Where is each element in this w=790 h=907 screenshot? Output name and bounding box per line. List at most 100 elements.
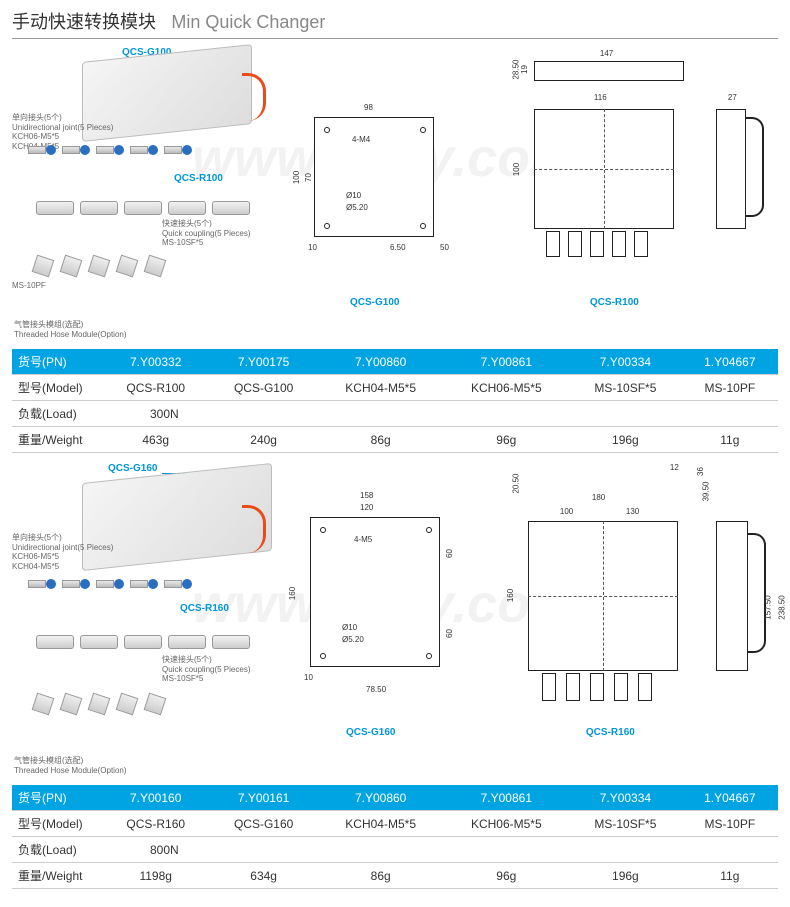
nut-icon — [144, 693, 167, 716]
spec-table-100: 货号(PN)7.Y003327.Y001757.Y008607.Y008617.… — [12, 349, 778, 453]
row-label: 重量/Weight — [12, 427, 102, 453]
col-pn: 1.Y04667 — [682, 785, 778, 811]
cell: MS-10SF*5 — [569, 811, 681, 837]
coupling-icon — [168, 635, 206, 649]
photo-block-1: QCS-G100 单向接头(5个) Unidirectional joint(5… — [12, 47, 272, 317]
drawing-r100: 147 28.50 19 116 100 — [500, 47, 778, 337]
joints-row-1 — [28, 139, 194, 161]
col-pn: 7.Y00175 — [209, 349, 317, 375]
drawing-g160: 158 120 160 60 60 4-M5 Ø10 Ø5.20 10 78.5… — [280, 463, 494, 763]
couplings-row-1 — [36, 201, 250, 215]
figure-row-1: QCS-G100 单向接头(5个) Unidirectional joint(5… — [12, 47, 778, 343]
hose-module-note-1: 气管接头模组(选配) Threaded Hose Module(Option) — [14, 319, 272, 339]
coupling-icon — [124, 201, 162, 215]
title-cn: 手动快速转换模块 — [12, 8, 156, 34]
cell: 86g — [318, 427, 444, 453]
load-value: 800N — [102, 837, 778, 863]
photo-block-2: QCS-G160 单向接头(5个) Unidirectional joint(5… — [12, 463, 272, 753]
coupling-icon — [212, 201, 250, 215]
draw-label-g160: QCS-G160 — [346, 727, 395, 738]
joint-icon — [62, 139, 92, 161]
col-pn: 7.Y00861 — [443, 349, 569, 375]
hose-module-note-2: 气管接头模组(选配) Threaded Hose Module(Option) — [14, 755, 272, 775]
joint-icon — [28, 139, 58, 161]
cell: 634g — [209, 863, 317, 889]
cell: 11g — [682, 863, 778, 889]
cell: 96g — [443, 427, 569, 453]
nut-icon — [32, 693, 55, 716]
couplings-row-2 — [36, 635, 250, 649]
cell: KCH04-M5*5 — [318, 375, 444, 401]
table-row: 重量/Weight1198g634g86g96g196g11g — [12, 863, 778, 889]
joint-icon — [96, 573, 126, 595]
row-label: 重量/Weight — [12, 863, 102, 889]
row-label: 型号(Model) — [12, 375, 102, 401]
cell: 11g — [682, 427, 778, 453]
table-row: 重量/Weight463g240g86g96g196g11g — [12, 427, 778, 453]
table-row: 型号(Model)QCS-R160QCS-G160KCH04-M5*5KCH06… — [12, 811, 778, 837]
coupling-icon — [80, 201, 118, 215]
nut-icon — [60, 693, 83, 716]
draw-label-r100: QCS-R100 — [590, 297, 639, 308]
section-160: www.ehsy.com QCS-G160 单向接头(5个) Unidirect… — [12, 463, 778, 889]
coupling-icon — [212, 635, 250, 649]
spec-table-160: 货号(PN)7.Y001607.Y001617.Y008607.Y008617.… — [12, 785, 778, 889]
cell: 1198g — [102, 863, 209, 889]
cell: MS-10PF — [682, 375, 778, 401]
draw-label-g100: QCS-G100 — [350, 297, 399, 308]
title-en: Min Quick Changer — [171, 12, 325, 33]
page: 手动快速转换模块 Min Quick Changer www.ehsy.com … — [0, 0, 790, 907]
col-pn: 7.Y00334 — [569, 785, 681, 811]
col-pn: 7.Y00332 — [102, 349, 209, 375]
joint-icon — [62, 573, 92, 595]
cell: QCS-G100 — [209, 375, 317, 401]
table-row: 型号(Model)QCS-R100QCS-G100KCH04-M5*5KCH06… — [12, 375, 778, 401]
coupling-icon — [80, 635, 118, 649]
anno-coupling-1: 快速接头(5个) Quick coupling(5 Pieces) MS-10S… — [162, 219, 250, 248]
coupling-icon — [124, 635, 162, 649]
row-label: 负载(Load) — [12, 837, 102, 863]
nut-icon — [88, 693, 111, 716]
table-row: 负载(Load)300N — [12, 401, 778, 427]
anno-joint-2: 单向接头(5个) Unidirectional joint(5 Pieces) … — [12, 533, 113, 571]
joint-icon — [164, 573, 194, 595]
joint-icon — [28, 573, 58, 595]
joint-icon — [130, 573, 160, 595]
nut-icon — [88, 255, 111, 278]
cell: QCS-R100 — [102, 375, 209, 401]
drawing-col-2: 158 120 160 60 60 4-M5 Ø10 Ø5.20 10 78.5… — [280, 463, 778, 779]
joint-icon — [96, 139, 126, 161]
col-pn: 7.Y00160 — [102, 785, 209, 811]
cell: 196g — [569, 427, 681, 453]
row-label: 负载(Load) — [12, 401, 102, 427]
coupling-icon — [36, 201, 74, 215]
callout-r160: QCS-R160 — [180, 603, 229, 614]
coupling-icon — [36, 635, 74, 649]
photo-col-2: QCS-G160 单向接头(5个) Unidirectional joint(5… — [12, 463, 272, 779]
joint-icon — [164, 139, 194, 161]
joint-icon — [130, 139, 160, 161]
anno-coupling-2: 快速接头(5个) Quick coupling(5 Pieces) MS-10S… — [162, 655, 250, 684]
cell: 240g — [209, 427, 317, 453]
col-pn: 7.Y00334 — [569, 349, 681, 375]
nuts-row-2 — [34, 695, 164, 713]
col-pn-label: 货号(PN) — [12, 785, 102, 811]
section-100: www.ehsy.com QCS-G100 单向接头(5个) Unidirect… — [12, 47, 778, 453]
cell: KCH06-M5*5 — [443, 375, 569, 401]
callout-r100: QCS-R100 — [174, 173, 223, 184]
drawing-g100: 98 100 70 4-M4 Ø10 Ø5.20 10 6.50 50 QCS-… — [280, 47, 494, 337]
cell: KCH04-M5*5 — [318, 811, 444, 837]
cell: 96g — [443, 863, 569, 889]
row-label: 型号(Model) — [12, 811, 102, 837]
nut-icon — [116, 255, 139, 278]
nut-icon — [144, 255, 167, 278]
table-row: 负载(Load)800N — [12, 837, 778, 863]
nut-icon — [60, 255, 83, 278]
cell: 86g — [318, 863, 444, 889]
coupling-icon — [168, 201, 206, 215]
col-pn-label: 货号(PN) — [12, 349, 102, 375]
figure-row-2: QCS-G160 单向接头(5个) Unidirectional joint(5… — [12, 463, 778, 779]
col-pn: 7.Y00161 — [209, 785, 317, 811]
joints-row-2 — [28, 573, 194, 595]
load-value: 300N — [102, 401, 778, 427]
